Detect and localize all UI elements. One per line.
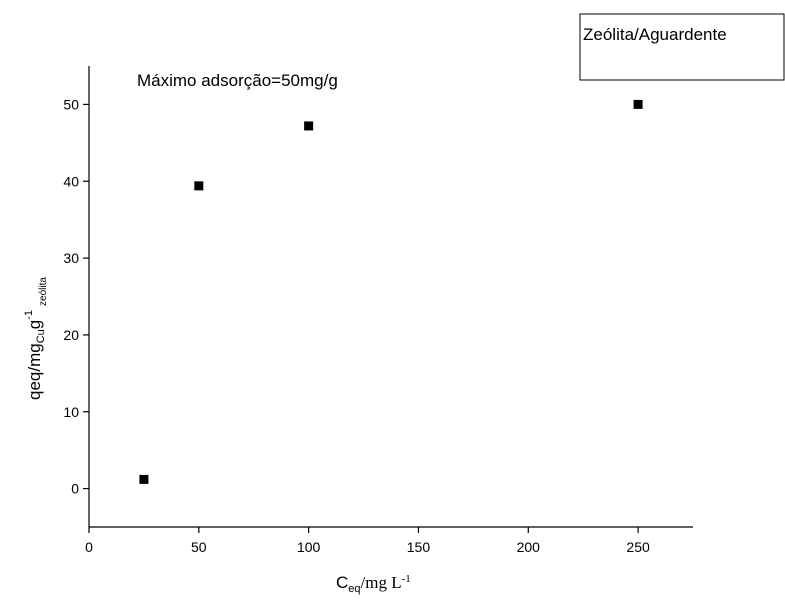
- y-tick-label: 40: [63, 173, 79, 189]
- y-label-sup: -1: [23, 310, 35, 320]
- y-label-sub: zeólita: [38, 277, 49, 306]
- x-label-sup: -1: [402, 573, 411, 585]
- y-label-part: qeq/mg: [25, 343, 44, 400]
- legend-entry: Zeólita/Aguardente: [583, 25, 727, 44]
- y-tick-label: 10: [63, 404, 79, 420]
- y-tick-label: 20: [63, 327, 79, 343]
- x-label-sub: eq: [348, 583, 360, 595]
- annotation: Máximo adsorção=50mg/g: [137, 71, 338, 90]
- point: [139, 474, 149, 484]
- y-tick-label: 30: [63, 250, 79, 266]
- x-tick-label: 250: [626, 539, 650, 555]
- legend-box: [579, 13, 785, 81]
- point: [304, 121, 314, 131]
- x-tick-label: 50: [191, 539, 207, 555]
- point: [194, 181, 204, 191]
- x-label-part: C: [336, 573, 348, 592]
- y-label-sub: Cu: [35, 329, 47, 343]
- x-label-part: /mg L: [361, 573, 402, 592]
- x-tick-label: 100: [297, 539, 321, 555]
- y-label-part: g: [25, 320, 44, 329]
- x-tick-label: 0: [85, 539, 93, 555]
- point: [633, 99, 643, 109]
- x-tick-label: 150: [407, 539, 431, 555]
- y-axis-label: qeq/mgCug-1zeólita: [23, 277, 49, 400]
- y-tick-label: 0: [71, 481, 79, 497]
- y-tick-label: 50: [63, 96, 79, 112]
- x-axis-label: Ceq/mg L-1: [336, 573, 411, 595]
- x-tick-label: 200: [517, 539, 541, 555]
